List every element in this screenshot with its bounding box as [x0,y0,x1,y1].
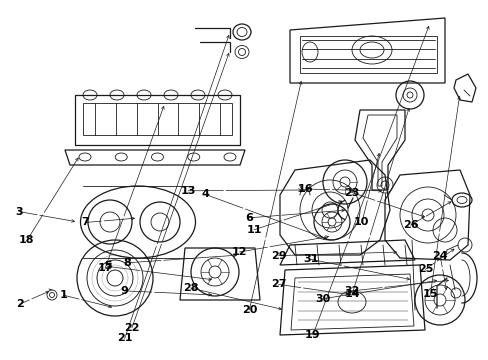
Text: 11: 11 [246,225,262,235]
Text: 6: 6 [245,213,253,223]
Text: 18: 18 [19,235,35,246]
Text: 22: 22 [124,323,140,333]
Text: 4: 4 [201,189,209,199]
Text: 5: 5 [103,261,111,271]
Text: 3: 3 [16,207,23,217]
Text: 8: 8 [123,258,131,268]
Text: 2: 2 [16,299,23,309]
Text: 12: 12 [231,247,247,257]
Text: 31: 31 [302,254,318,264]
Text: 26: 26 [402,220,418,230]
Text: 10: 10 [353,217,369,228]
Text: 14: 14 [344,289,359,300]
Text: 27: 27 [270,279,286,289]
Text: 30: 30 [314,294,330,304]
Text: 28: 28 [183,283,198,293]
Text: 17: 17 [97,263,113,273]
Text: 13: 13 [180,186,196,196]
Text: 23: 23 [344,188,359,198]
Bar [83,103,231,135]
Text: 7: 7 [81,217,89,228]
Text: 9: 9 [121,286,128,296]
Text: 16: 16 [297,184,313,194]
Text: 15: 15 [422,289,437,300]
Text: 25: 25 [417,264,432,274]
Text: 20: 20 [241,305,257,315]
Text: 29: 29 [270,251,286,261]
Bar [299,36,436,73]
Text: 24: 24 [431,251,447,261]
Text: 1: 1 [60,290,67,300]
Text: 21: 21 [117,333,132,343]
Text: 19: 19 [305,330,320,340]
Text: 32: 32 [344,286,359,296]
